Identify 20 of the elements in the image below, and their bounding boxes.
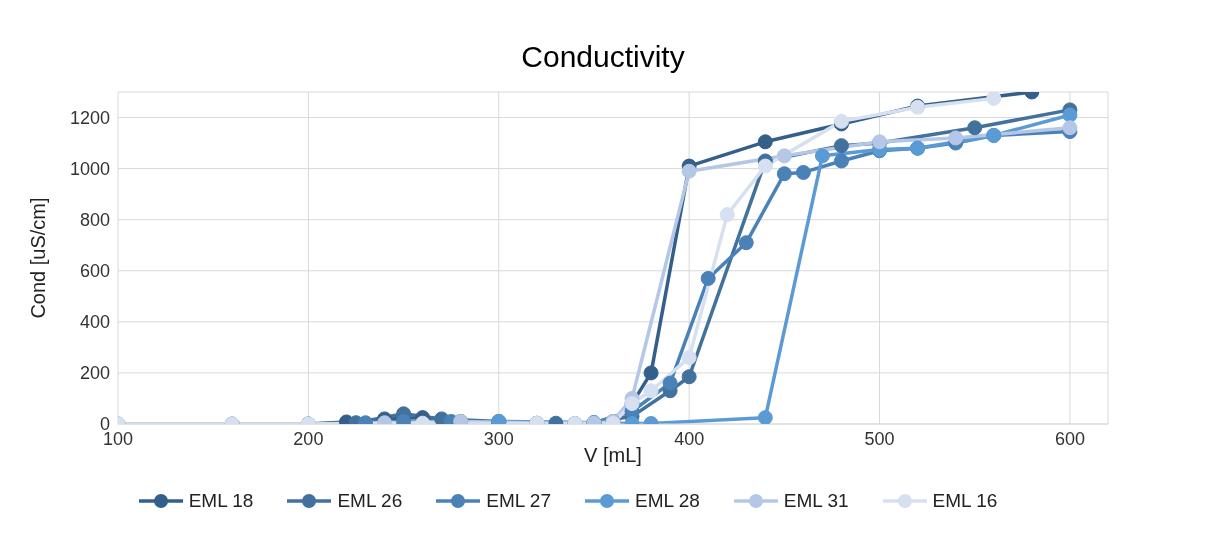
y-tick-label: 400 <box>79 312 110 333</box>
legend-label: EML 28 <box>635 490 700 512</box>
chart-title: Conductivity <box>520 39 686 75</box>
legend-label: EML 27 <box>486 490 551 512</box>
x-tick-label: 600 <box>1054 428 1085 449</box>
y-tick-label: 600 <box>79 261 110 282</box>
y-tick-label: 800 <box>79 210 110 231</box>
x-axis-title: V [mL] <box>584 444 642 466</box>
x-tick-label: 400 <box>674 428 705 449</box>
legend-label: EML 18 <box>188 490 254 512</box>
x-tick-label: 500 <box>864 428 895 449</box>
y-tick-label: 1000 <box>69 159 110 180</box>
legend-label: EML 26 <box>337 490 403 512</box>
x-tick-label: 300 <box>483 428 514 449</box>
x-tick-label: 200 <box>293 428 324 449</box>
y-tick-label: 1200 <box>69 107 110 128</box>
legend-label: EML 31 <box>783 490 849 512</box>
legend-label: EML 16 <box>932 490 998 512</box>
y-tick-label: 200 <box>79 363 110 384</box>
y-axis-title: Cond [uS/cm] <box>27 197 50 319</box>
